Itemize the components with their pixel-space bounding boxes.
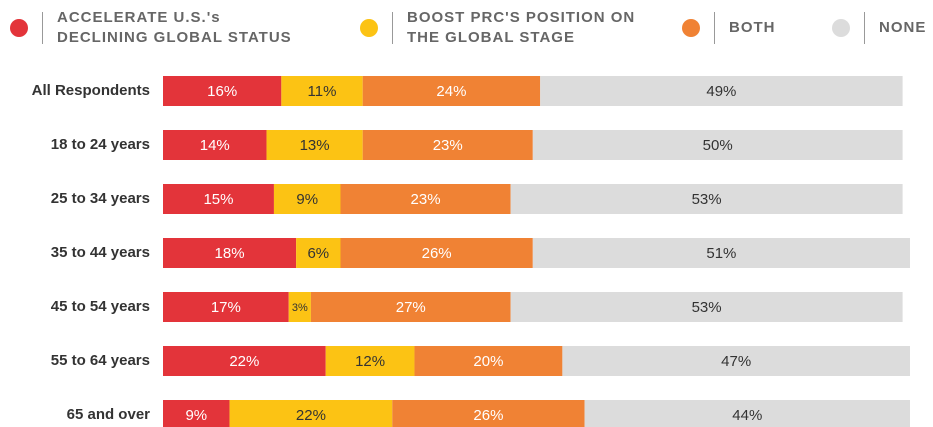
legend-label: BOOST PRC'S POSITION ON THE GLOBAL STAGE: [407, 9, 636, 46]
value-label: 15%: [203, 191, 233, 208]
value-label: 13%: [300, 137, 330, 154]
legend-swatch: [682, 19, 700, 37]
bar-segment: [340, 184, 511, 214]
bar-segment: [362, 130, 533, 160]
legend-item: BOTH: [682, 8, 776, 44]
bar-segment: [229, 400, 393, 427]
category-label: All Respondents: [32, 82, 150, 99]
legend-label: NONE: [879, 19, 927, 36]
bar-segment: [273, 184, 341, 214]
legend-swatch: [832, 19, 850, 37]
value-label: 14%: [200, 137, 230, 154]
legend-separator: [42, 12, 43, 44]
bar-segment: [281, 76, 363, 106]
bar-segment: [163, 130, 267, 160]
value-label: 9%: [185, 407, 207, 424]
value-label: 53%: [692, 299, 722, 316]
value-label: 16%: [207, 83, 237, 100]
value-label: 27%: [396, 299, 426, 316]
category-label: 25 to 34 years: [51, 190, 150, 207]
category-label: 55 to 64 years: [51, 352, 150, 369]
legend-label: BOTH: [729, 19, 776, 36]
value-label: 11%: [308, 83, 337, 100]
value-label: 49%: [706, 83, 736, 100]
bar-segment: [296, 238, 341, 268]
bar-segment: [414, 346, 563, 376]
bar-segment: [163, 76, 282, 106]
legend-label: ACCELERATE U.S.'s DECLINING GLOBAL STATU…: [57, 9, 292, 46]
bar-segment: [163, 346, 326, 376]
legend-separator: [864, 12, 865, 44]
bar-segment: [163, 184, 274, 214]
value-label: 12%: [355, 353, 385, 370]
category-label: 65 and over: [67, 406, 151, 423]
value-label: 18%: [215, 245, 245, 262]
bar-segment: [540, 76, 903, 106]
bar-segment: [163, 238, 297, 268]
value-label: 50%: [703, 137, 733, 154]
value-label: 3%: [292, 302, 308, 314]
value-label: 17%: [211, 299, 241, 316]
bar-segment: [510, 292, 903, 322]
value-label: 23%: [433, 137, 463, 154]
legend-separator: [714, 12, 715, 44]
value-label: 9%: [296, 191, 318, 208]
value-label: 26%: [473, 407, 503, 424]
value-label: 22%: [296, 407, 326, 424]
bar-segment: [340, 238, 533, 268]
value-label: 47%: [721, 353, 751, 370]
value-label: 20%: [473, 353, 503, 370]
value-label: 53%: [692, 191, 722, 208]
bar-segment: [562, 346, 910, 376]
bar-segment: [532, 130, 903, 160]
bar-segment: [584, 400, 910, 427]
category-label: 35 to 44 years: [51, 244, 150, 261]
legend-separator: [392, 12, 393, 44]
value-label: 51%: [706, 245, 736, 262]
bar-segment: [163, 400, 230, 427]
legend-item: ACCELERATE U.S.'s DECLINING GLOBAL STATU…: [10, 8, 297, 48]
bar-segment: [288, 292, 311, 322]
legend-swatch: [360, 19, 378, 37]
bar-segment: [392, 400, 585, 427]
value-label: 6%: [307, 245, 329, 262]
category-label: 45 to 54 years: [51, 298, 150, 315]
value-label: 23%: [411, 191, 441, 208]
bar-segment: [310, 292, 511, 322]
bar-segment: [510, 184, 903, 214]
category-label: 18 to 24 years: [51, 136, 150, 153]
bar-segment: [163, 292, 289, 322]
value-label: 22%: [229, 353, 259, 370]
value-label: 26%: [422, 245, 452, 262]
value-label: 44%: [732, 407, 762, 424]
legend-item: NONE: [832, 8, 926, 44]
value-label: 24%: [436, 83, 466, 100]
bar-segment: [362, 76, 541, 106]
bar-segment: [325, 346, 415, 376]
legend-swatch: [10, 19, 28, 37]
bar-segment: [266, 130, 363, 160]
bar-segment: [532, 238, 910, 268]
legend-item: BOOST PRC'S POSITION ON THE GLOBAL STAGE: [360, 8, 647, 48]
